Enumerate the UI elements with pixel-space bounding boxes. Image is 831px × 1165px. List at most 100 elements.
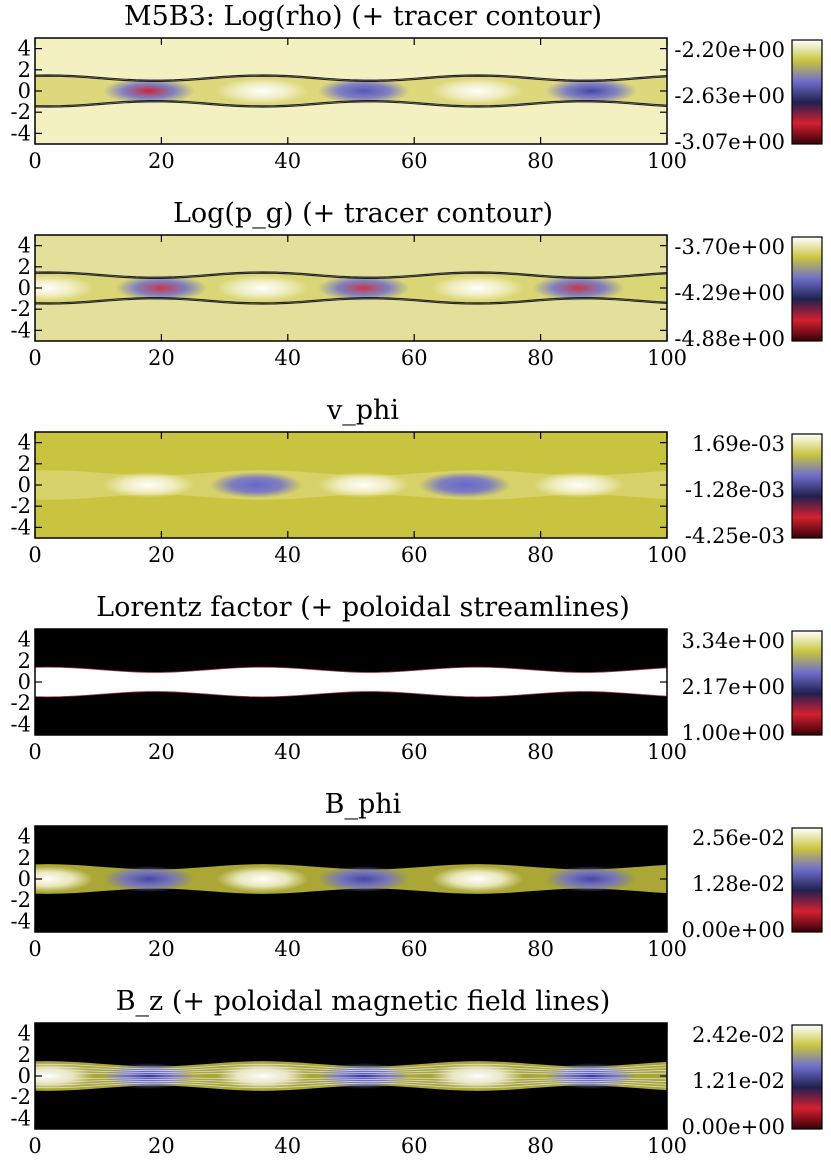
panel-4: Lorentz factor (+ poloidal streamlines) 0… [11,592,823,764]
panel-title: B_phi [325,789,402,820]
x-tick-label: 20 [148,149,175,173]
y-tick-label: 2 [18,649,31,673]
plot-area [35,432,667,538]
colorbar-tick-label: 3.34e+00 [681,629,785,653]
x-tick-label: 80 [527,937,554,961]
y-tick-label: -4 [11,712,31,736]
y-tick-label: 0 [18,670,31,694]
heatmap-feature [35,866,94,892]
x-tick-label: 100 [647,543,687,567]
heatmap-feature [431,78,524,104]
colorbar [791,1024,823,1130]
heatmap-feature [317,78,410,104]
field-line [35,1080,667,1086]
panel-6: B_z (+ poloidal magnetic field lines)0 20… [11,986,823,1158]
heatmap-feature [545,78,638,104]
y-tick-label: 2 [18,846,31,870]
y-tick-label: 4 [18,825,31,849]
heatmap-feature [317,1063,410,1089]
x-tick-label: 20 [148,543,175,567]
colorbar-tick-label: -4.25e-03 [685,524,785,548]
colorbar [791,827,823,933]
colorbar-tick-label: -1.28e-03 [685,478,785,502]
y-tick-label: -4 [11,1106,31,1130]
heatmap-feature [102,472,195,498]
tracer-contour-line [35,75,667,82]
heatmap-feature [545,1063,638,1089]
plot-area [35,1023,667,1129]
tracer-contour-line [35,271,667,278]
x-tick-label: 0 [28,346,41,370]
y-tick-label: 0 [18,79,31,103]
x-tick-label: 0 [28,1134,41,1158]
y-tick-label: 0 [18,276,31,300]
y-tick-label: -2 [11,494,31,518]
heatmap-feature [317,275,410,301]
panel-title: B_z (+ poloidal magnetic field lines) [116,986,611,1017]
colorbar-tick-label: -3.70e+00 [674,235,785,259]
x-tick-label: 0 [28,149,41,173]
x-tick-label: 0 [28,937,41,961]
x-tick-label: 80 [527,543,554,567]
panel-2: Log(p_g) (+ tracer contour)0 20 40 60 80 1004… [11,198,823,370]
heatmap-feature [216,866,309,892]
colorbar-tick-label: -2.63e+00 [674,84,785,108]
heatmap-feature [102,866,195,892]
heatmap-feature [317,866,410,892]
x-tick-label: 40 [274,149,301,173]
colorbar-tick-label: 1.21e-02 [692,1069,785,1093]
colorbar-tick-label: -4.29e+00 [674,281,785,305]
streamline [35,666,667,673]
field-line [35,1066,667,1072]
tracer-contour-line [35,100,667,107]
heatmap-feature [431,275,524,301]
x-tick-label: 100 [647,937,687,961]
heatmap-feature [102,78,195,104]
heatmap-feature [216,1063,309,1089]
tracer-contour-line [35,101,667,108]
x-tick-label: 40 [274,937,301,961]
x-tick-label: 40 [274,543,301,567]
heatmap-feature [317,472,410,498]
colorbar-tick-label: 1.28e-02 [692,872,785,896]
x-tick-label: 60 [401,740,428,764]
field-line [35,1079,667,1083]
y-tick-label: -2 [11,1085,31,1109]
heatmap-feature [102,1063,195,1089]
x-tick-label: 20 [148,346,175,370]
y-tick-label: 4 [18,431,31,455]
y-tick-label: 4 [18,234,31,258]
y-tick-label: 2 [18,58,31,82]
y-tick-label: -4 [11,121,31,145]
plot-area [35,629,667,735]
heatmap-feature [418,472,511,498]
colorbar-tick-label: 2.42e-02 [692,1023,785,1047]
x-tick-label: 80 [527,740,554,764]
jet-band [35,667,667,697]
panel-title: v_phi [326,395,399,426]
x-tick-label: 80 [527,346,554,370]
x-tick-label: 60 [401,149,428,173]
panel-title: Lorentz factor (+ poloidal streamlines) [96,592,630,623]
x-tick-label: 20 [148,740,175,764]
colorbar [791,433,823,539]
heatmap-feature [532,275,625,301]
tracer-contour-line [35,74,667,81]
y-tick-label: 0 [18,1064,31,1088]
y-tick-label: 2 [18,452,31,476]
y-tick-label: 2 [18,1043,31,1067]
y-tick-label: -2 [11,888,31,912]
field-line [35,1072,667,1075]
y-tick-label: 2 [18,255,31,279]
heatmap-feature [216,275,309,301]
plot-area [35,826,667,932]
colorbar-tick-label: 1.69e-03 [692,432,785,456]
y-tick-label: -4 [11,515,31,539]
x-tick-label: 60 [401,1134,428,1158]
plot-area [35,235,667,341]
x-tick-label: 60 [401,346,428,370]
colorbar-tick-label: -4.88e+00 [674,327,785,351]
